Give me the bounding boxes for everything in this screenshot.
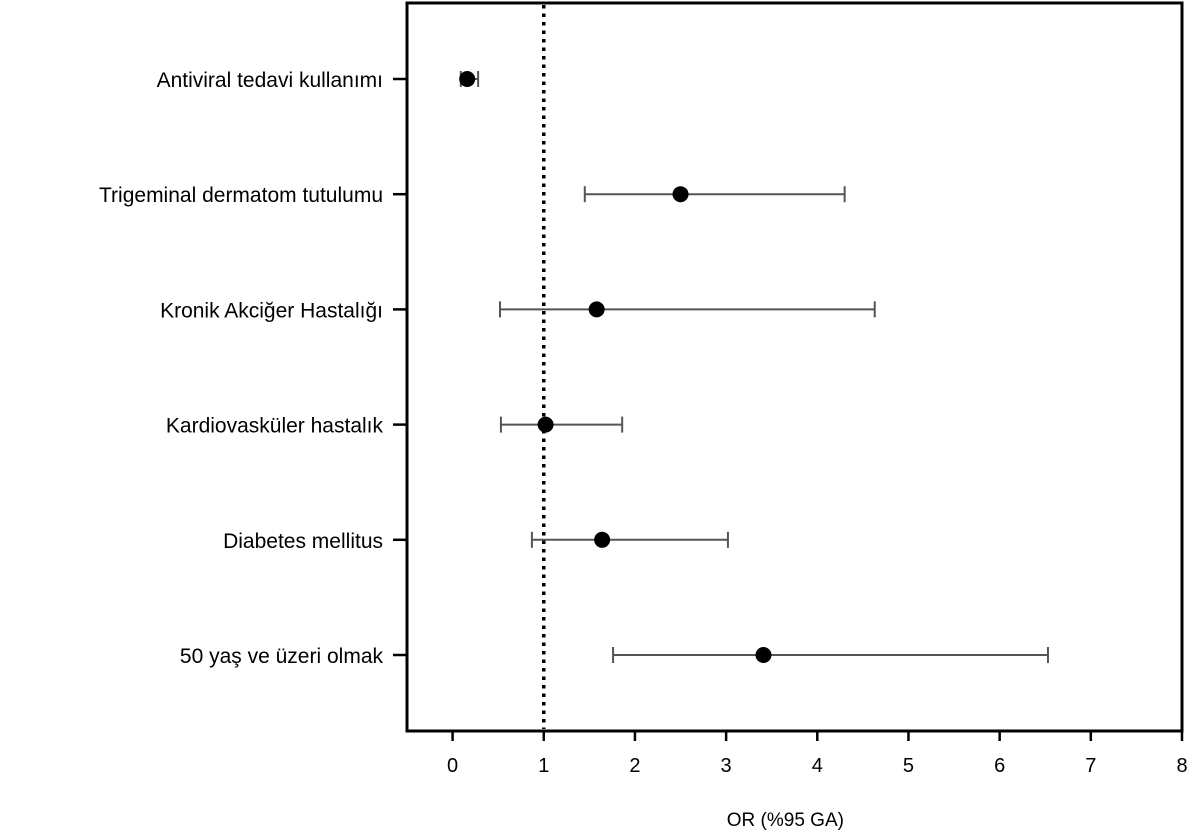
category-label: Trigeminal dermatom tutulumu bbox=[99, 184, 383, 207]
x-tick-label: 1 bbox=[538, 755, 549, 777]
x-axis-title: OR (%95 GA) bbox=[727, 810, 844, 831]
x-tick-label: 8 bbox=[1176, 755, 1187, 777]
x-tick-label: 2 bbox=[629, 755, 640, 777]
or-point bbox=[672, 186, 689, 203]
or-point bbox=[755, 647, 772, 663]
or-point bbox=[537, 416, 554, 433]
or-point bbox=[594, 531, 611, 548]
x-tick-label: 0 bbox=[447, 755, 458, 777]
x-tick-label: 3 bbox=[721, 755, 732, 777]
x-tick-label: 7 bbox=[1085, 755, 1096, 777]
category-label: Antiviral tedavi kullanımı bbox=[157, 69, 383, 92]
category-label: 50 yaş ve üzeri olmak bbox=[180, 645, 384, 668]
category-label: Kardiovasküler hastalık bbox=[166, 415, 384, 438]
plot-frame bbox=[405, 1, 1184, 733]
or-point bbox=[459, 71, 476, 87]
category-label: Diabetes mellitus bbox=[223, 530, 383, 553]
category-label: Kronik Akciğer Hastalığı bbox=[160, 299, 383, 322]
x-tick-label: 4 bbox=[812, 755, 823, 777]
or-point bbox=[588, 301, 605, 318]
x-tick-label: 6 bbox=[994, 755, 1005, 777]
x-tick-label: 5 bbox=[903, 755, 914, 777]
